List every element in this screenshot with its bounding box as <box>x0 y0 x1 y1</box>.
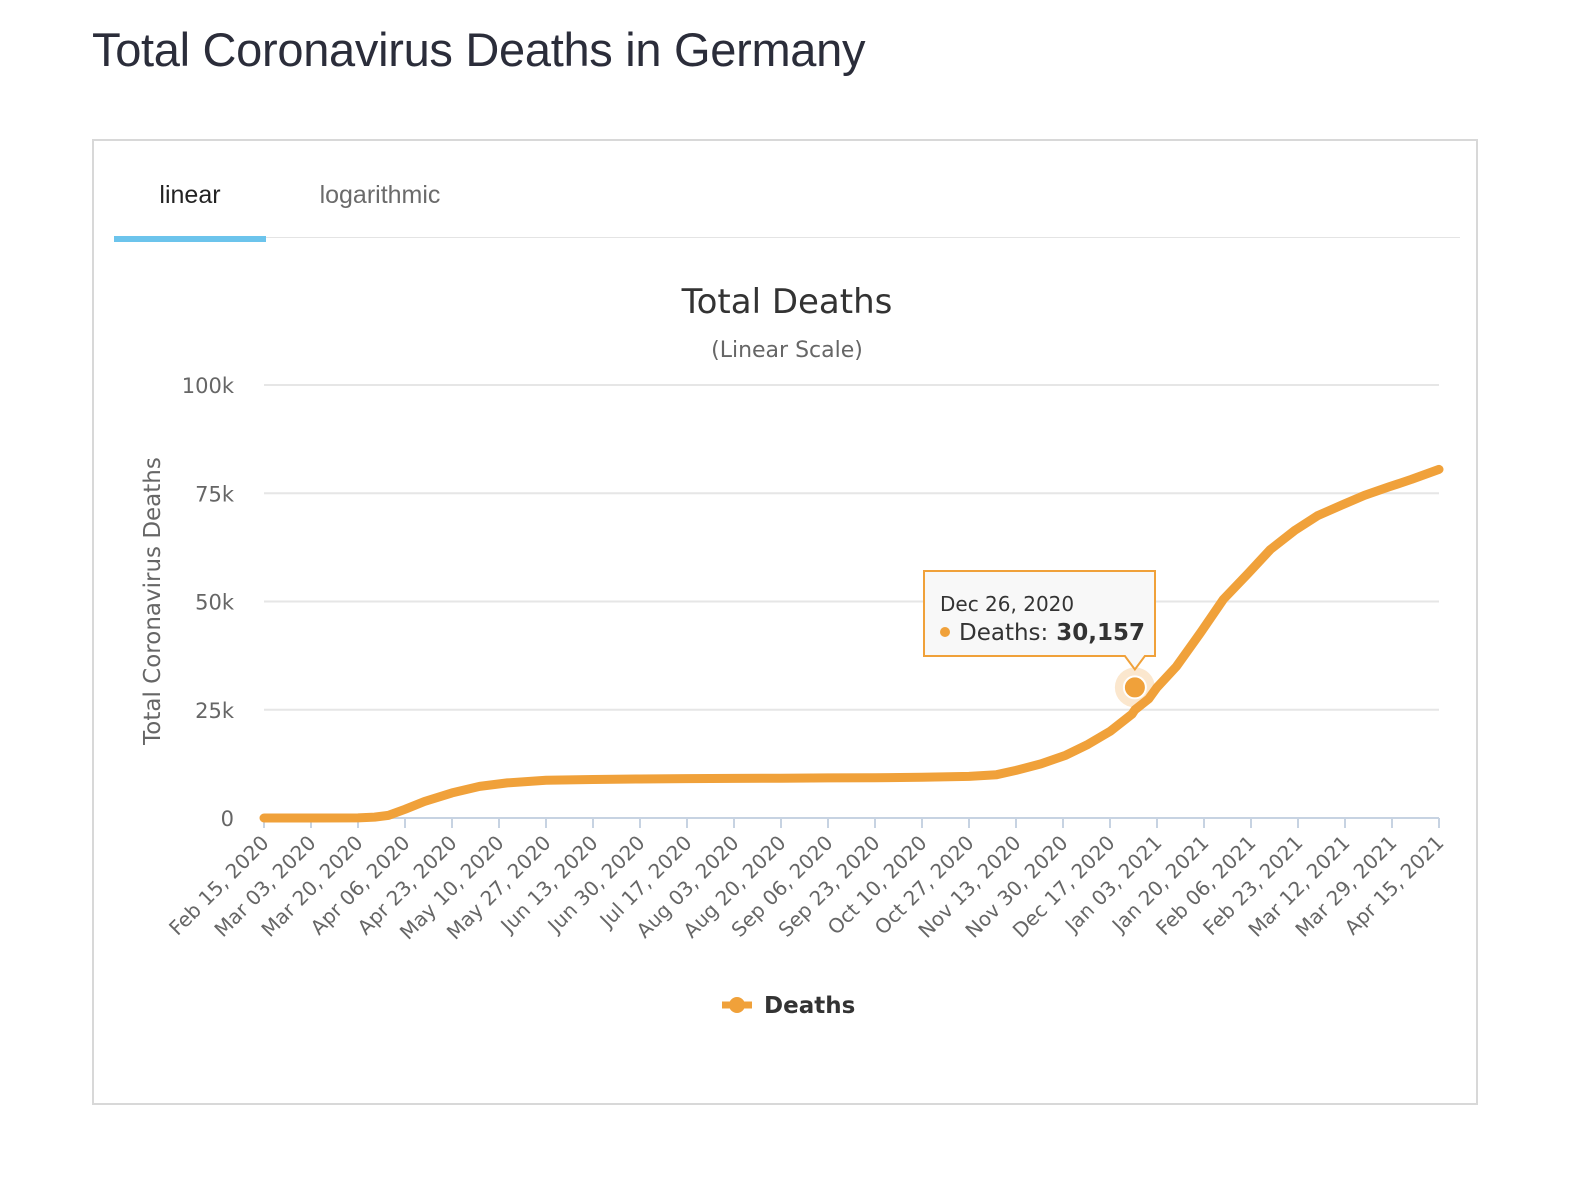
y-tick-label: 50k <box>195 591 235 615</box>
active-tab-indicator <box>114 236 266 242</box>
series-line-deaths[interactable] <box>259 464 1444 823</box>
legend[interactable]: Deaths <box>722 993 855 1019</box>
deaths-chart: Total Deaths (Linear Scale) 0 25k 50k 75k 10… <box>140 282 1449 1019</box>
scale-tabs: linear logarithmic <box>114 141 1460 242</box>
series-deaths[interactable] <box>259 464 1444 823</box>
y-axis-ticks: 0 25k 50k 75k 100k <box>182 374 235 831</box>
tab-logarithmic[interactable]: logarithmic <box>319 181 441 209</box>
y-tick-label: 0 <box>221 807 234 831</box>
tab-linear[interactable]: linear <box>159 181 221 209</box>
tooltip-series-dot <box>940 627 950 637</box>
tooltip-value: 30,157 <box>1056 620 1145 646</box>
page-title: Total Coronavirus Deaths in Germany <box>92 23 866 76</box>
y-axis-title: Total Coronavirus Deaths <box>140 457 166 746</box>
y-tick-label: 25k <box>195 699 235 723</box>
chart-title: Total Deaths <box>681 282 893 322</box>
legend-label-deaths[interactable]: Deaths <box>764 993 855 1019</box>
y-tick-label: 100k <box>182 374 235 398</box>
hover-point[interactable] <box>1122 675 1147 700</box>
chart-subtitle: (Linear Scale) <box>711 338 863 363</box>
tooltip-value-line: Deaths: 30,157 <box>959 620 1145 646</box>
tooltip-date: Dec 26, 2020 <box>940 592 1074 616</box>
grid-lines <box>264 384 1439 819</box>
legend-marker-icon <box>729 997 745 1013</box>
chart-panel: linear logarithmic Total Deaths (Linear … <box>92 139 1478 1105</box>
tooltip: Dec 26, 2020 Deaths: 30,157 <box>923 570 1156 672</box>
tooltip-series-label: Deaths: <box>959 620 1048 646</box>
tooltip-box <box>923 570 1156 672</box>
y-tick-label: 75k <box>195 482 235 506</box>
